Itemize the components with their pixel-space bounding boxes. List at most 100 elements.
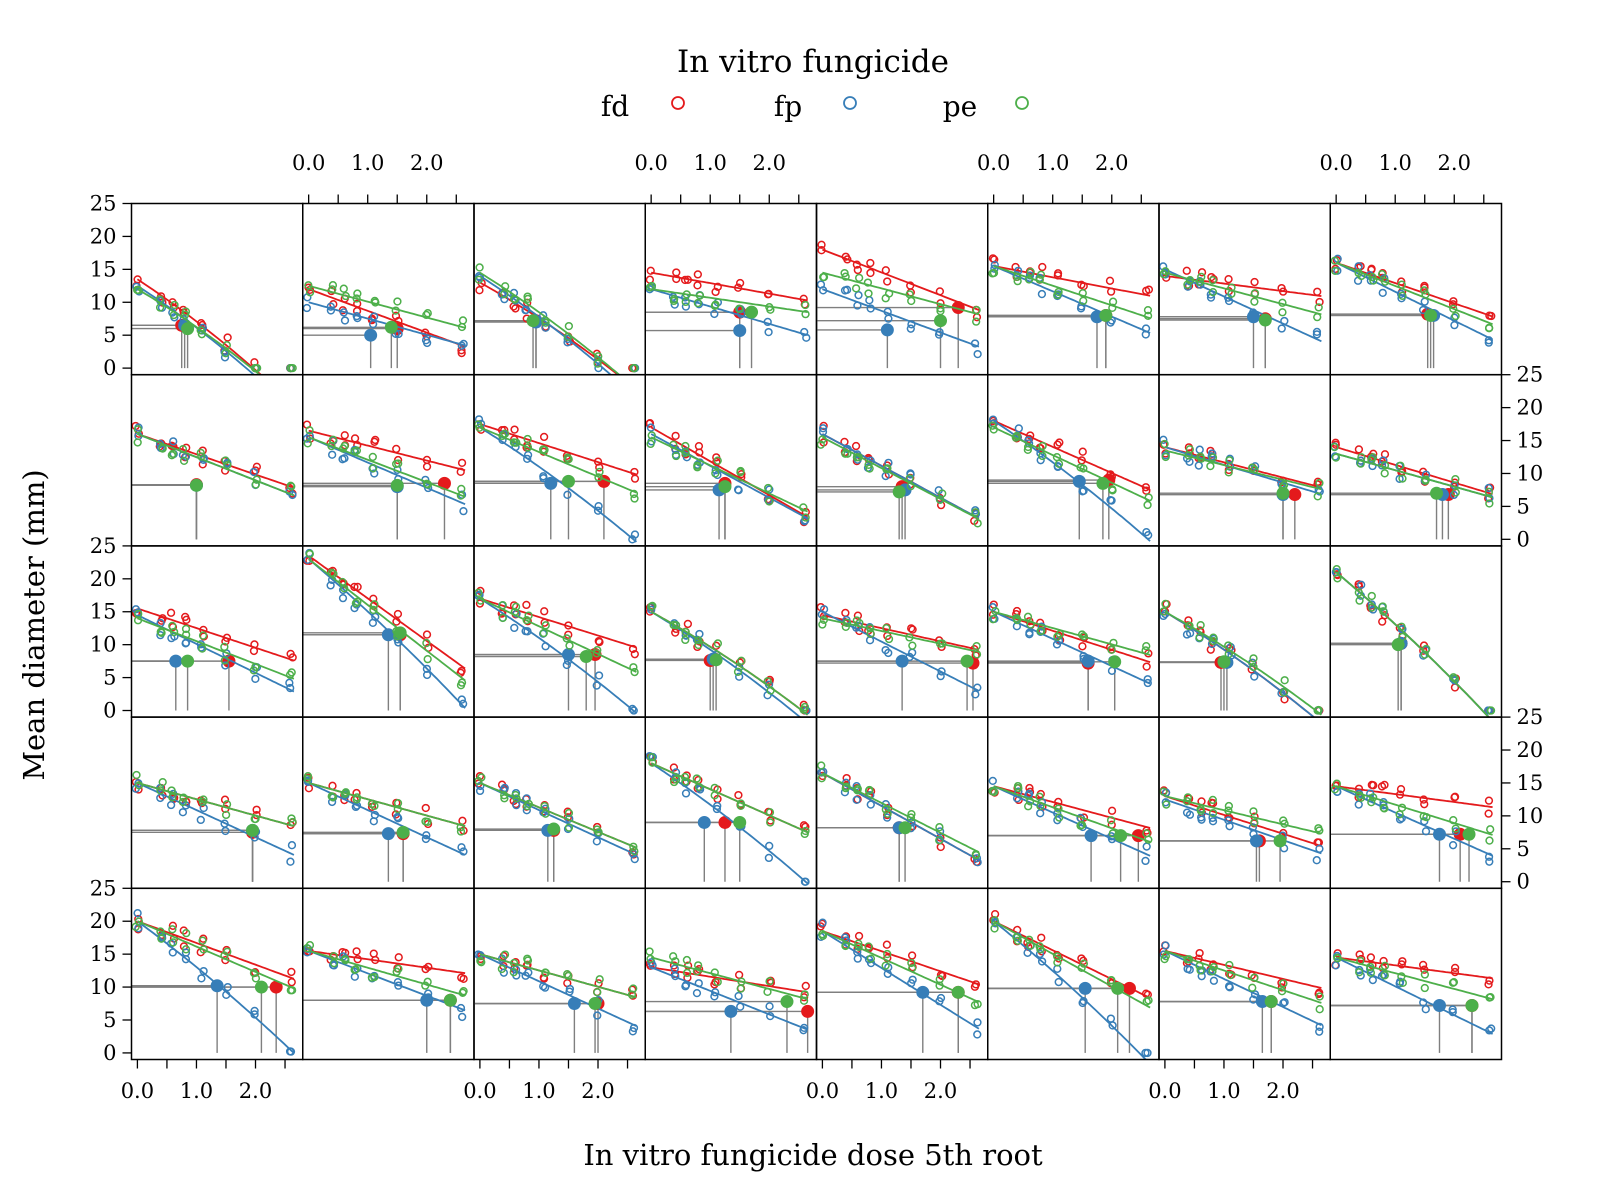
observation-point bbox=[1105, 276, 1115, 285]
observation-point bbox=[1397, 803, 1407, 812]
observation-point bbox=[989, 268, 999, 278]
observation-point bbox=[1161, 941, 1170, 950]
observation-point bbox=[593, 645, 602, 655]
observation-point bbox=[179, 793, 188, 802]
observation-point bbox=[370, 600, 379, 609]
observation-point bbox=[682, 955, 692, 965]
observation-point bbox=[854, 291, 863, 300]
observation-point bbox=[840, 286, 850, 295]
x-tick-label: 0.0 bbox=[1319, 151, 1352, 175]
ec50-point-pe bbox=[579, 650, 593, 664]
observation-point bbox=[1208, 276, 1217, 285]
observation-point bbox=[800, 702, 810, 712]
panel-r5-c6 bbox=[987, 887, 1160, 1061]
observation-point bbox=[1197, 268, 1207, 277]
observation-point bbox=[1484, 487, 1493, 496]
observation-point bbox=[250, 1006, 259, 1016]
observation-point bbox=[1162, 800, 1171, 809]
observation-point bbox=[681, 297, 690, 307]
observation-point bbox=[501, 282, 510, 291]
observation-point bbox=[476, 596, 485, 605]
observation-point bbox=[1398, 978, 1407, 987]
observation-point bbox=[1315, 844, 1324, 853]
observation-point bbox=[853, 611, 863, 620]
observation-point bbox=[1208, 967, 1217, 976]
observation-point bbox=[735, 304, 744, 314]
observation-point bbox=[510, 425, 519, 434]
observation-point bbox=[799, 996, 809, 1005]
fit-curve-fd bbox=[479, 281, 620, 375]
observation-point bbox=[671, 775, 681, 784]
observation-point bbox=[562, 634, 571, 643]
observation-point bbox=[1451, 475, 1460, 484]
observation-point bbox=[1224, 806, 1233, 815]
observation-point bbox=[1380, 961, 1390, 971]
observation-point bbox=[630, 847, 639, 856]
observation-point bbox=[938, 639, 947, 648]
observation-point bbox=[178, 808, 188, 817]
observation-point bbox=[457, 973, 466, 982]
observation-point bbox=[1106, 495, 1115, 505]
observation-point bbox=[592, 825, 602, 834]
observation-point bbox=[338, 594, 348, 603]
observation-point bbox=[1184, 621, 1193, 631]
ec50-point-fp bbox=[1081, 654, 1095, 668]
fit-curve-pe bbox=[136, 288, 262, 375]
observation-point bbox=[539, 973, 548, 982]
y-tick-label: 10 bbox=[90, 975, 117, 999]
observation-point bbox=[1366, 962, 1375, 972]
ec50-point-fp bbox=[1432, 999, 1446, 1013]
observation-point bbox=[1250, 297, 1259, 306]
observation-point bbox=[680, 275, 690, 285]
y-tick-label: 15 bbox=[90, 942, 117, 966]
observation-point bbox=[565, 641, 574, 650]
observation-point bbox=[1144, 493, 1153, 502]
observation-point bbox=[1421, 1005, 1430, 1014]
panel-frame bbox=[130, 716, 304, 890]
observation-point bbox=[737, 309, 746, 319]
panel-r1-c6 bbox=[987, 202, 1160, 376]
observation-point bbox=[564, 621, 573, 630]
observation-point bbox=[1208, 453, 1218, 462]
ec50-point-pe bbox=[246, 823, 260, 837]
observation-point bbox=[563, 453, 572, 462]
observation-point bbox=[424, 483, 433, 493]
observation-point bbox=[881, 961, 890, 970]
observation-point bbox=[1280, 998, 1289, 1007]
observation-point bbox=[973, 999, 982, 1009]
y-tick-label: 15 bbox=[90, 600, 117, 624]
panel-frame bbox=[1329, 545, 1503, 718]
observation-point bbox=[1418, 305, 1428, 315]
panel-r4-c7 bbox=[1158, 716, 1331, 890]
y-tick-label: 20 bbox=[90, 909, 117, 933]
fit-curve-fd bbox=[822, 930, 980, 986]
observation-point bbox=[199, 945, 208, 954]
observation-point bbox=[628, 644, 638, 654]
observation-point bbox=[1196, 966, 1205, 975]
observation-point bbox=[648, 758, 657, 767]
observation-point bbox=[421, 834, 431, 844]
observation-point bbox=[394, 459, 403, 468]
x-tick-label: 2.0 bbox=[581, 1079, 614, 1103]
observation-point bbox=[1024, 275, 1034, 284]
observation-point bbox=[681, 777, 690, 786]
observation-point bbox=[287, 814, 296, 823]
y-tick-label: 0 bbox=[1517, 870, 1530, 894]
observation-point bbox=[350, 965, 359, 975]
fit-curve-pe bbox=[1164, 271, 1322, 316]
observation-point bbox=[1079, 632, 1088, 641]
observation-point bbox=[801, 826, 810, 836]
observation-point bbox=[1279, 688, 1289, 697]
observation-point bbox=[1420, 965, 1429, 974]
observation-point bbox=[1195, 948, 1204, 958]
observation-point bbox=[1183, 280, 1192, 289]
observation-point bbox=[458, 1012, 467, 1022]
observation-point bbox=[906, 324, 915, 333]
observation-point bbox=[1248, 983, 1257, 992]
observation-point bbox=[693, 270, 702, 279]
fit-curve-fd bbox=[1336, 956, 1493, 980]
observation-point bbox=[1354, 445, 1364, 454]
observation-point bbox=[326, 302, 335, 311]
observation-point bbox=[459, 847, 468, 856]
observation-point bbox=[1249, 807, 1258, 816]
